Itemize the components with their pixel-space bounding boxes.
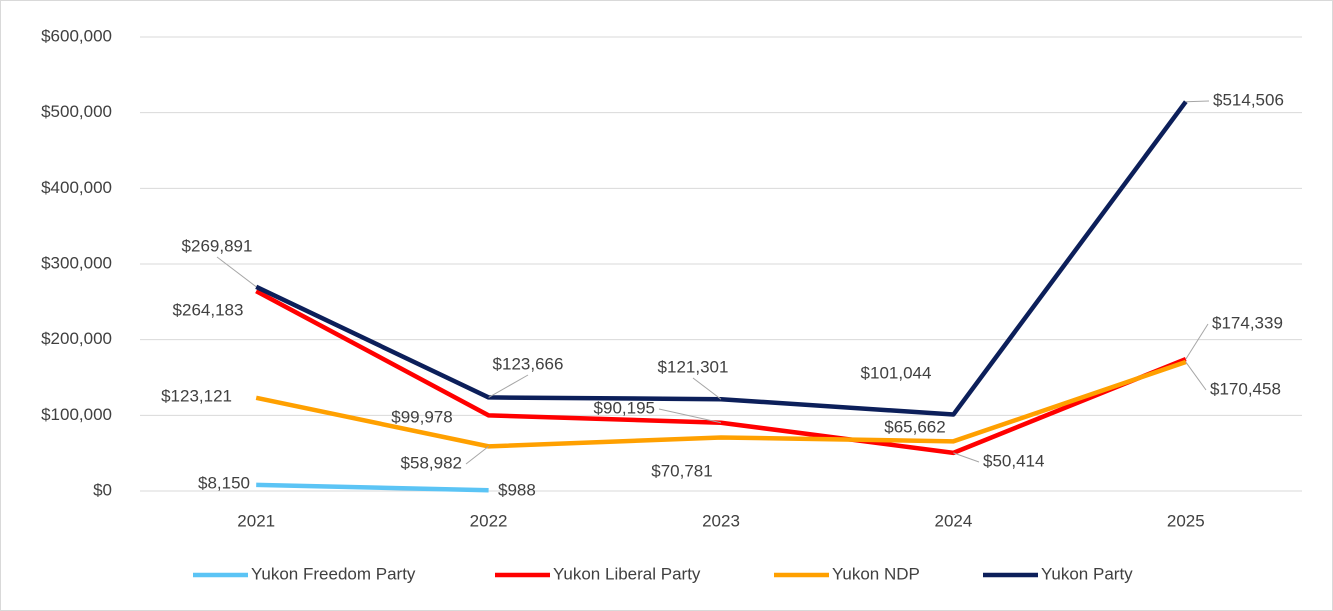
series-line: [255, 100, 1188, 417]
data-label: $264,183: [173, 300, 244, 319]
data-label: $121,301: [658, 357, 729, 376]
data-label: $123,121: [161, 386, 232, 405]
series-line: [256, 482, 489, 493]
y-tick-label: $500,000: [41, 102, 112, 121]
x-tick-label: 2022: [470, 511, 508, 530]
leader-line: [953, 452, 980, 463]
legend-label: Yukon Party: [1041, 564, 1133, 583]
leader-line: [658, 408, 722, 424]
leader-line: [488, 374, 529, 398]
x-tick-label: 2025: [1167, 511, 1205, 530]
data-label: $50,414: [983, 451, 1044, 470]
leader-line: [1185, 361, 1207, 391]
leader-line: [465, 445, 489, 465]
data-label: $269,891: [182, 236, 253, 255]
legend-label: Yukon Freedom Party: [251, 564, 416, 583]
leader-line: [216, 256, 257, 288]
y-tick-label: $0: [93, 480, 112, 499]
series-line: [255, 359, 1187, 449]
data-label: $8,150: [198, 473, 250, 492]
data-label: $514,506: [1213, 90, 1284, 109]
x-tick-label: 2024: [934, 511, 972, 530]
data-label: $58,982: [401, 453, 462, 472]
leader-line: [1185, 100, 1210, 103]
y-tick-label: $300,000: [41, 253, 112, 272]
y-tick-label: $400,000: [41, 178, 112, 197]
data-label: $988: [498, 480, 536, 499]
data-label: $70,781: [651, 461, 712, 480]
data-label: $65,662: [884, 417, 945, 436]
y-tick-label: $600,000: [41, 26, 112, 45]
data-label: $123,666: [493, 354, 564, 373]
data-label: $170,458: [1210, 379, 1281, 398]
x-tick-label: 2021: [237, 511, 275, 530]
legend-label: Yukon Liberal Party: [553, 564, 701, 583]
x-tick-label: 2023: [702, 511, 740, 530]
data-label: $174,339: [1212, 313, 1283, 332]
data-label: $101,044: [861, 363, 932, 382]
legend-label: Yukon NDP: [832, 564, 920, 583]
y-tick-label: $100,000: [41, 405, 112, 424]
data-label: $90,195: [594, 398, 655, 417]
leader-line: [1185, 323, 1209, 360]
y-tick-label: $200,000: [41, 329, 112, 348]
data-label: $99,978: [391, 407, 452, 426]
leader-line: [692, 377, 722, 400]
